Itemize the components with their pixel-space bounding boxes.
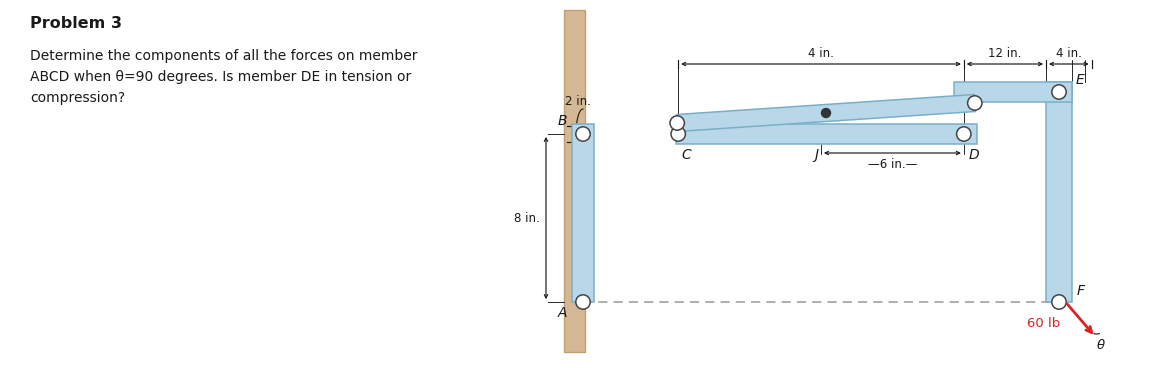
Text: 4 in.: 4 in.	[808, 47, 834, 60]
Text: C: C	[681, 148, 691, 162]
Text: 2 in.: 2 in.	[565, 95, 591, 108]
Circle shape	[968, 96, 982, 110]
Text: Problem 3: Problem 3	[30, 16, 122, 31]
Circle shape	[670, 116, 684, 130]
Bar	[572, 124, 594, 302]
Text: E: E	[1076, 73, 1085, 87]
Text: $\theta$: $\theta$	[1096, 338, 1107, 352]
Bar	[954, 82, 1072, 102]
Text: 60 lb: 60 lb	[1027, 317, 1060, 330]
Circle shape	[957, 127, 971, 141]
Bar	[1046, 82, 1072, 302]
Circle shape	[576, 127, 590, 141]
Circle shape	[1052, 85, 1066, 99]
Text: 12 in.: 12 in.	[989, 47, 1021, 60]
Polygon shape	[676, 95, 976, 132]
Text: Determine the components of all the forces on member
ABCD when θ=90 degrees. Is : Determine the components of all the forc…	[30, 49, 418, 105]
Text: A: A	[557, 306, 567, 320]
Circle shape	[1052, 295, 1066, 309]
Text: 4 in.: 4 in.	[1055, 47, 1082, 60]
Circle shape	[672, 127, 686, 141]
Text: D: D	[969, 148, 979, 162]
Bar	[676, 124, 977, 144]
Circle shape	[576, 295, 590, 309]
Circle shape	[821, 108, 831, 117]
Text: —6 in.—: —6 in.—	[868, 158, 917, 171]
Text: 8 in.: 8 in.	[515, 212, 541, 224]
Text: J: J	[814, 148, 818, 162]
Text: B: B	[557, 114, 567, 128]
Bar	[564, 10, 585, 352]
Text: F: F	[1078, 284, 1085, 298]
